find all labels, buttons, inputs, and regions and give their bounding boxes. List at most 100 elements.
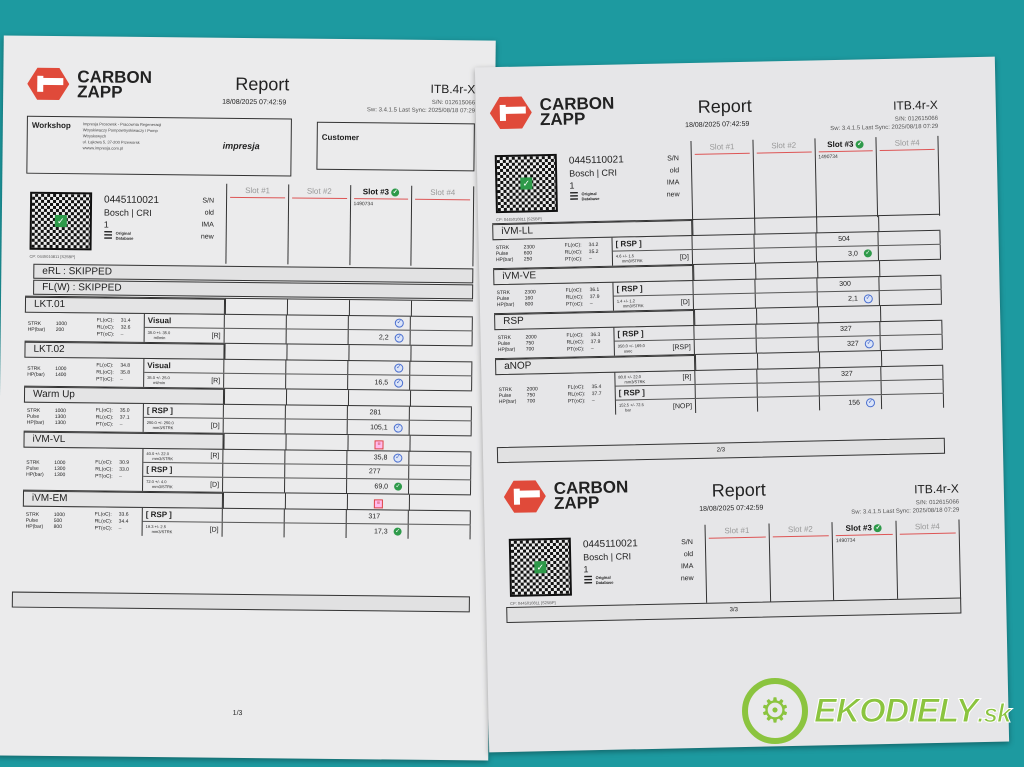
slot-1[interactable]: Slot #1 xyxy=(226,183,289,265)
report-title: Report xyxy=(697,95,752,117)
check-filled-icon: ✓ xyxy=(855,140,864,149)
db-line2: Database xyxy=(595,579,614,586)
param-name: HP(bar) xyxy=(497,346,516,354)
result-value: 504 xyxy=(838,235,850,243)
test-temps: FL(oC): 31.4 RL(oC): 32.6 PT(oC): – xyxy=(94,313,145,342)
slot-3[interactable]: Slot #3 ✓ 1490734 xyxy=(814,137,879,219)
temp-label: PT(oC): xyxy=(96,330,115,338)
test-params: STRK 2000 Pulse 750 HP(bar) 700 xyxy=(495,374,566,417)
check-filled-icon: ✓ xyxy=(874,523,883,533)
slot-4[interactable]: Slot #4 xyxy=(876,135,941,218)
slot-1[interactable]: Slot #1 xyxy=(691,139,755,221)
qr-code: ✓ xyxy=(508,537,572,597)
slot-4-result xyxy=(878,230,941,246)
slot-3-result: 327 xyxy=(819,367,882,382)
slot-1[interactable]: Slot #1 xyxy=(705,523,771,605)
spec-range: 40.0 +/- 22.0 mm3/STRK xyxy=(146,450,173,460)
check-outline-icon: ✓ xyxy=(394,318,404,328)
customer-label: Customer xyxy=(321,132,360,143)
device-serial: S/N: 012615066 xyxy=(431,99,476,107)
test-rows: 40.0 +/- 22.0 mm3/STRK [R] 35,8 ✓[ RSP ] 277 7… xyxy=(143,448,472,495)
temp-label: PT(oC): xyxy=(566,345,585,353)
original-database: ☰ Original Database xyxy=(569,190,625,202)
slot-cell xyxy=(286,299,350,317)
page-number-bar: 3/3 xyxy=(506,597,962,623)
param-value: 1300 xyxy=(54,419,66,427)
test-body: STRK 1000 HP(bar) 200 FL(oC): 31.4 RL(oC): 32.6… xyxy=(25,313,473,346)
slot-1-result xyxy=(695,383,758,398)
component-number: 0445110021 xyxy=(104,194,159,207)
param-value: 800 xyxy=(524,301,534,308)
slot-1-result xyxy=(223,418,286,434)
test-body: STRK 1000 HP(bar) 1400 FL(oC): 34.8 RL(oC): 35.… xyxy=(24,358,473,391)
slot-4-result xyxy=(879,289,942,306)
slot-1-result xyxy=(224,328,287,344)
spec-range: 35.0 +/- 35.0 ml/min xyxy=(148,330,171,340)
test-temps: FL(oC): 33.6 RL(oC): 34.4 PT(oC): – xyxy=(92,507,143,536)
slot-3-result xyxy=(819,381,882,396)
slot-4[interactable]: Slot #4 xyxy=(895,519,962,601)
check-outline-icon: ✓ xyxy=(865,397,876,407)
slot-2[interactable]: Slot #2 xyxy=(768,522,835,604)
slot-cell xyxy=(224,298,288,316)
slot-3-result: 105,1 ✓ xyxy=(347,420,410,435)
component-key: old xyxy=(683,551,694,559)
test-params: STRK 1000 HP(bar) 1400 xyxy=(24,358,94,387)
row-label: [ RSP ] xyxy=(612,236,693,251)
brand-line2: ZAPP xyxy=(539,109,586,130)
slot-1-result xyxy=(224,373,287,389)
cp-number: CP: 0445010811 [S25BP] xyxy=(29,253,76,260)
spec-range: 19.3 +/- 2.5 mm3/STRK xyxy=(146,524,173,534)
component-keys: S/N old IMA new xyxy=(186,195,215,243)
gear-logo-icon: ⚙ xyxy=(742,678,808,744)
param-value: 1400 xyxy=(55,372,67,379)
db-line2: Database xyxy=(115,235,134,241)
component-keys: S/N old IMA new xyxy=(651,153,680,202)
slot-cell xyxy=(409,435,472,453)
test-list: LKT.01 STRK 1000 HP(bar) 200 FL(oC): 31.4 RL(oC… xyxy=(22,295,474,540)
result-value: 3,0 xyxy=(848,250,858,258)
slot-cell xyxy=(880,349,944,368)
slot-cell xyxy=(817,306,881,324)
test-params: STRK 2300 Pulse 600 HP(bar) 250 xyxy=(493,239,564,268)
slot-4-result xyxy=(410,361,473,376)
database-icon: ☰ xyxy=(103,230,113,242)
spec-cell: 35.0 +/- 35.0 ml/min [R] xyxy=(144,327,225,343)
spec-unit: ml/min xyxy=(153,335,166,341)
original-database: ☰ Original Database xyxy=(103,230,159,242)
slot-2[interactable]: Slot #2 xyxy=(753,138,817,220)
slot-2-result xyxy=(757,368,820,383)
slot-cell xyxy=(410,300,474,318)
slot-header: Slot #1 xyxy=(694,141,750,155)
software-sync: Sw: 3.4.1.5 Last Sync: 2025/08/18 07:29 xyxy=(851,507,960,516)
slot-2[interactable]: Slot #2 xyxy=(288,184,351,266)
param-value: 800 xyxy=(53,523,63,531)
result-value: 317 xyxy=(368,513,381,521)
slot-3-result: 156 ✓ xyxy=(819,395,883,411)
slot-4[interactable]: Slot #4 xyxy=(411,185,475,267)
slot-cell xyxy=(693,263,756,281)
slot-3[interactable]: Slot #3 ✓ 1490734 xyxy=(832,520,898,603)
slot-3-result: 317 xyxy=(346,510,409,524)
slot-4-result xyxy=(880,320,943,336)
slot-3-result: 2,1 ✓ xyxy=(817,291,880,307)
slot-2-result xyxy=(285,405,348,420)
component-info: 0445110021 Bosch | CRI 1 ☰ Original Database xyxy=(569,154,625,202)
result-value: 35,8 xyxy=(373,454,388,462)
check-icon: ✓ xyxy=(534,561,547,574)
slot-cell xyxy=(879,259,942,278)
result-value: 69,0 xyxy=(374,482,389,490)
temp-label: PT(oC): xyxy=(565,300,584,308)
component-key: new xyxy=(666,191,680,199)
spec-cell: 4.6 +/- 1.5 mm3/STRK [D] xyxy=(612,249,694,266)
param-value: 200 xyxy=(55,327,65,334)
param-name: HP(bar) xyxy=(26,471,44,478)
slot-3-result: 2,2 ✓ xyxy=(348,330,411,345)
device-model: ITB.4r-X xyxy=(430,81,476,97)
test-temps: FL(oC): 36.1 RL(oC): 37.9 PT(oC): – xyxy=(563,282,615,312)
brand-name: CARBON ZAPP xyxy=(554,477,629,513)
test-body: STRK 1000 Pulse 500 HP(bar) 800 FL(oC): 33.6 RL(… xyxy=(23,507,471,540)
slot-3[interactable]: Slot #3 ✓ 1490734 xyxy=(349,185,413,266)
slot-cell xyxy=(408,494,471,512)
spec-range: 152.5 +/- 72.5 bar xyxy=(619,402,644,413)
